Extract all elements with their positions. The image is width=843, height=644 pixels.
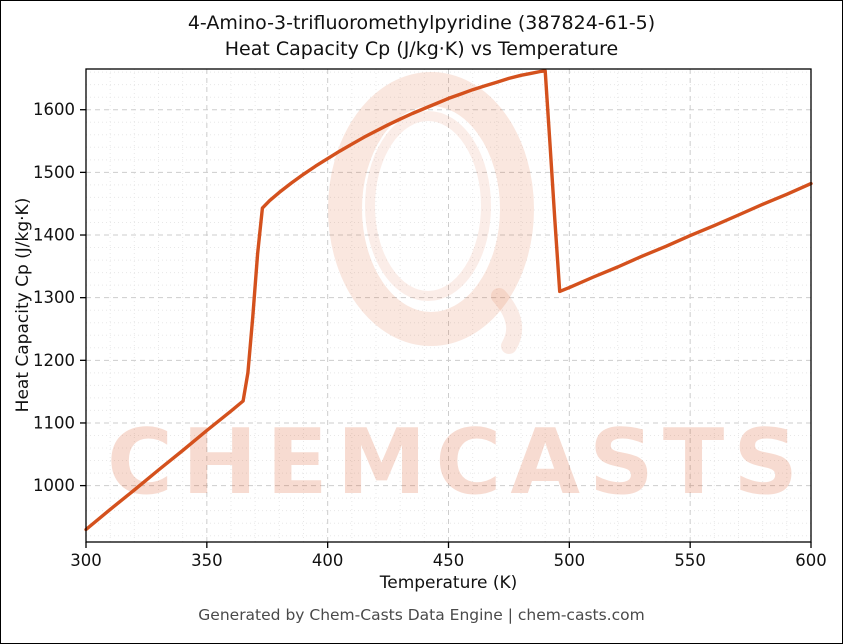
x-tick-label: 300	[70, 551, 102, 570]
y-tick-label: 1300	[33, 288, 75, 307]
watermark-ring-icon	[328, 72, 534, 346]
x-tick-label: 500	[554, 551, 586, 570]
chart-title: 4-Amino-3-trifluoromethylpyridine (38782…	[187, 12, 656, 34]
chart-subtitle: Heat Capacity Cp (J/kg·K) vs Temperature	[224, 38, 619, 60]
y-tick-label: 1100	[33, 413, 75, 432]
x-tick-label: 400	[312, 551, 344, 570]
y-tick-label: 1500	[33, 163, 75, 182]
watermark-brush-tail	[491, 288, 523, 354]
x-axis-label: Temperature (K)	[379, 573, 518, 593]
x-tick-label: 600	[795, 551, 827, 570]
y-axis-label: Heat Capacity Cp (J/kg·K)	[13, 197, 33, 413]
x-tick-label: 450	[433, 551, 465, 570]
watermark-text: CHEMCASTS	[107, 410, 807, 515]
x-tick-label: 350	[191, 551, 223, 570]
data-line-cp-series	[84, 69, 813, 532]
footer-text: Generated by Chem-Casts Data Engine | ch…	[198, 606, 645, 624]
y-tick-label: 1200	[33, 351, 75, 370]
y-tick-label: 1400	[33, 226, 75, 245]
x-tick-label: 550	[674, 551, 706, 570]
y-tick-label: 1000	[33, 476, 75, 495]
y-tick-label: 1600	[33, 100, 75, 119]
watermark-ring-inner-icon	[365, 111, 491, 301]
